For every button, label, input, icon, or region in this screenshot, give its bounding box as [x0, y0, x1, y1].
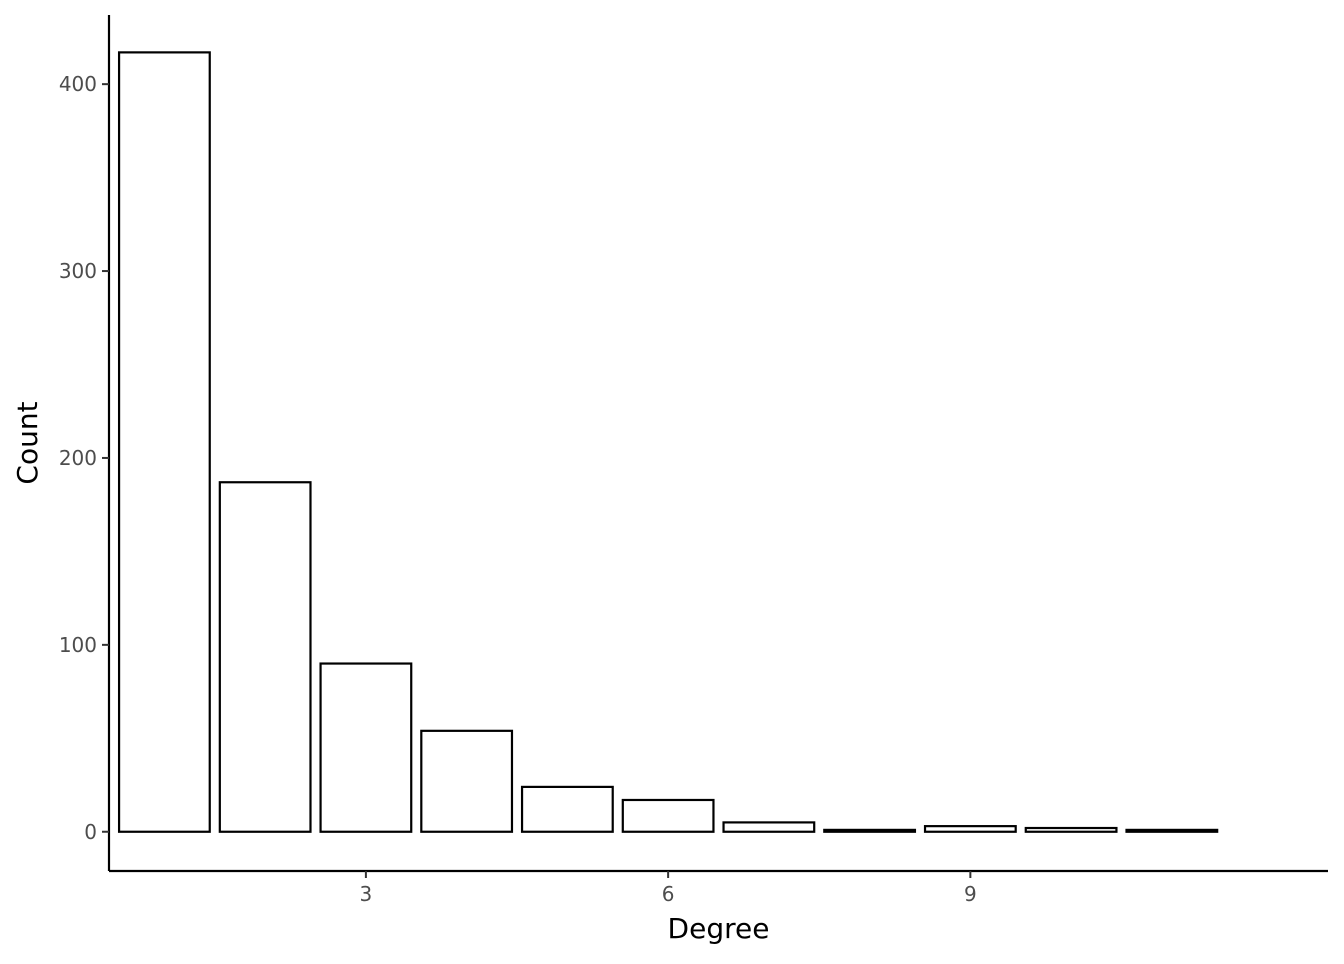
- bars-layer: [117, 51, 1219, 833]
- y-axis-title: Count: [11, 401, 44, 484]
- bar-degree-7: [722, 821, 816, 833]
- x-tick-label: 9: [964, 882, 977, 906]
- y-tick-label: 200: [59, 446, 97, 470]
- axes-layer: [107, 15, 1328, 873]
- y-tick-label: 400: [59, 72, 97, 96]
- bar-degree-10: [1024, 826, 1118, 833]
- y-ticks: 0 100 200 300 400: [59, 72, 109, 844]
- bar-degree-8: [823, 828, 917, 833]
- x-axis-title: Degree: [668, 912, 770, 945]
- bar-degree-11: [1125, 828, 1219, 833]
- x-ticks: 3 6 9: [360, 871, 977, 906]
- bar-degree-4: [420, 729, 514, 833]
- bar-degree-5: [520, 785, 614, 833]
- y-tick-label: 0: [84, 820, 97, 844]
- bar-degree-1: [117, 51, 211, 833]
- y-tick-label: 300: [59, 259, 97, 283]
- bar-degree-3: [319, 662, 413, 833]
- bar-degree-6: [621, 798, 715, 833]
- bar-degree-2: [218, 481, 312, 833]
- x-tick-label: 3: [360, 882, 373, 906]
- x-tick-label: 6: [662, 882, 675, 906]
- y-tick-label: 100: [59, 633, 97, 657]
- bar-degree-9: [923, 825, 1017, 833]
